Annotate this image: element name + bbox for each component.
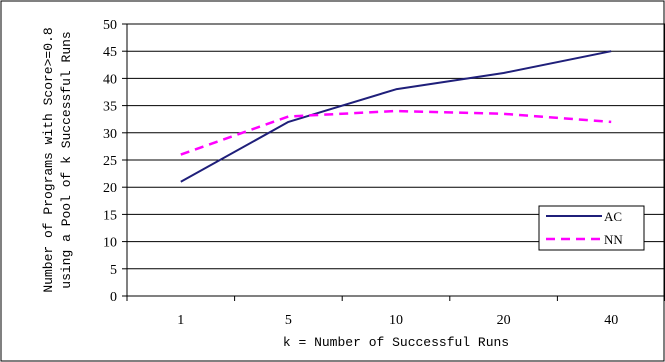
x-axis: 1 5 10 20 40	[126, 296, 665, 328]
data-point-nn-20	[503, 113, 505, 115]
y-tick-label-15: 15	[103, 208, 117, 223]
legend-label-nn: NN	[604, 232, 623, 247]
data-point-ac-1	[180, 181, 182, 183]
y-axis-title: Number of Programs with Score>=0.8 using…	[41, 27, 74, 292]
data-point-ac-10	[395, 88, 397, 90]
data-point-ac-40	[610, 50, 612, 52]
y-tick-label-25: 25	[103, 154, 117, 169]
data-point-ac-20	[503, 72, 505, 74]
data-point-nn-40	[610, 121, 612, 123]
series-line-nn	[180, 109, 612, 156]
y-tick-label-20: 20	[103, 181, 117, 196]
x-tick-label-5: 5	[285, 313, 292, 328]
y-axis-title-line-1: Number of Programs with Score>=0.8	[41, 27, 56, 292]
y-tick-label-35: 35	[103, 100, 117, 115]
series-group	[180, 50, 612, 183]
grid-lines	[127, 50, 665, 270]
series-line-ac	[180, 50, 612, 183]
y-tick-label-0: 0	[110, 290, 117, 305]
x-axis-title: k = Number of Successful Runs	[283, 335, 509, 350]
legend-box	[538, 205, 645, 251]
y-tick-label-50: 50	[103, 18, 117, 33]
data-point-nn-1	[180, 154, 182, 156]
data-point-nn-10	[395, 110, 397, 112]
x-tick-label-40: 40	[604, 313, 618, 328]
y-axis-title-line-2: using a Pool of k Successful Runs	[59, 31, 74, 288]
x-tick-label-1: 1	[177, 313, 184, 328]
y-tick-label-40: 40	[103, 72, 117, 87]
y-tick-label-30: 30	[103, 127, 117, 142]
y-tick-label-45: 45	[103, 45, 117, 60]
data-point-nn-5	[288, 116, 290, 118]
x-tick-label-20: 20	[497, 313, 511, 328]
legend: AC NN	[538, 205, 645, 251]
y-tick-label-10: 10	[103, 236, 117, 251]
y-axis: 0 5 10 15 20 25 30 35 40 45 50	[103, 18, 127, 305]
data-point-ac-5	[288, 121, 290, 123]
y-tick-label-5: 5	[110, 263, 117, 278]
x-tick-label-10: 10	[389, 313, 403, 328]
legend-label-ac: AC	[604, 209, 622, 224]
